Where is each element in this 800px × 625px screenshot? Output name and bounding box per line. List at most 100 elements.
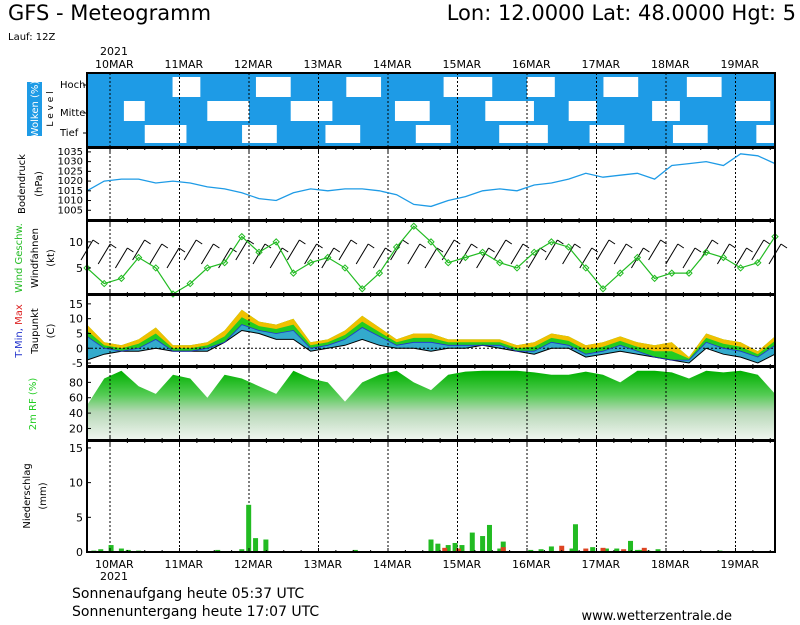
wind-speed-point: [564, 243, 573, 251]
precip-bar: [628, 540, 634, 552]
wind-speed-point: [461, 253, 470, 262]
precip-bar: [459, 545, 465, 552]
cloud-level-label: Tief: [59, 128, 79, 139]
precip-bar: [614, 548, 620, 552]
website-link[interactable]: www.wetterzentrale.de: [581, 609, 732, 624]
wind-speed-point: [444, 259, 452, 267]
sunrise-text: Sonnenaufgang heute 05:37 UTC: [72, 586, 305, 602]
temperature-low-area: [87, 324, 775, 363]
wind-barb: [527, 247, 541, 269]
wind-barb: [763, 239, 771, 245]
precip-panel: [86, 440, 776, 553]
pressure-tick-label: 1015: [58, 186, 83, 197]
precip-tick-label: 10: [69, 477, 83, 490]
wind-barb: [200, 243, 214, 265]
wind-speed-point: [513, 264, 521, 272]
precip-bar: [634, 549, 640, 552]
pressure-axis-label: Bodendruck: [17, 154, 28, 214]
wind-barb: [780, 243, 788, 249]
wind-speed-point: [754, 259, 762, 267]
cloud-clear-cell: [346, 77, 382, 97]
wind-barb: [304, 243, 318, 265]
precip-bar: [428, 539, 434, 552]
wind-barb: [402, 239, 409, 245]
pressure-tick-label: 1030: [58, 157, 83, 168]
wind-tick-label: 5: [76, 262, 83, 275]
wind-barb: [613, 243, 627, 265]
cloud-clear-cell: [255, 77, 291, 97]
wind-barb: [114, 247, 128, 269]
precip-bar: [641, 547, 647, 552]
precip-tick-label: 0: [76, 546, 83, 559]
windfahnen-axis-label: Windfahnen: [30, 228, 41, 288]
cloud-clear-cell: [172, 77, 201, 97]
date-label-top: 14MAR: [373, 58, 412, 71]
wind-speed-point: [255, 248, 263, 256]
date-label-bottom: 12MAR: [234, 558, 273, 571]
wind-barb: [132, 239, 146, 261]
cloud-clear-cell: [415, 125, 451, 143]
date-label-top: 15MAR: [443, 58, 482, 71]
precip-bar: [559, 545, 565, 552]
precip-bar: [215, 549, 221, 552]
humidity-axis-label: 2m RF (%): [28, 378, 39, 431]
wind-barb: [269, 247, 283, 269]
wind-barb: [734, 247, 748, 269]
cloud-clear-cell: [589, 125, 625, 143]
date-label-top: 13MAR: [304, 58, 343, 71]
date-label-top: 11MAR: [165, 58, 204, 71]
cloud-clear-cell: [527, 77, 555, 97]
wind-barb: [596, 239, 610, 261]
precip-bar: [108, 545, 114, 552]
precip-tick-label: 15: [69, 442, 83, 455]
wind-barb: [625, 243, 633, 249]
wind-barb: [235, 239, 249, 261]
wind-speed-point: [203, 264, 212, 272]
precip-bar: [456, 548, 462, 552]
wind-barb: [144, 239, 151, 245]
cloud-clear-cell: [123, 101, 145, 121]
wind-speed-point: [324, 253, 332, 262]
wind-speed-point: [478, 248, 487, 256]
sunset-text: Sonnenuntergang heute 17:07 UTC: [72, 604, 320, 620]
precip-bar: [500, 541, 506, 552]
pressure-panel: [86, 147, 776, 221]
wind-speed-line: [86, 225, 776, 295]
cloud-clear-cell: [144, 125, 187, 143]
wind-barb: [694, 247, 702, 253]
date-label-bottom: 18MAR: [651, 558, 690, 571]
cloud-clear-cell: [568, 101, 597, 121]
date-label-bottom: 10MAR: [95, 558, 134, 571]
wind-speed-point: [186, 279, 194, 288]
pressure-tick-label: 1025: [58, 166, 83, 177]
cloud-clear-cell: [290, 101, 333, 121]
wind-barb: [333, 247, 341, 253]
precip-bar: [638, 549, 644, 552]
taupunkt-axis-label: Taupunkt: [30, 308, 41, 355]
wind-barb: [299, 239, 306, 245]
model-run: Lauf: 12Z: [8, 32, 56, 43]
wind-speed-point: [392, 243, 401, 251]
precip-tick-label: 5: [76, 511, 83, 524]
wind-speed-point: [719, 253, 728, 262]
temperature-tick-label: 10: [69, 313, 83, 326]
wind-barb: [751, 239, 765, 261]
date-label-bottom: 13MAR: [304, 558, 343, 571]
wind-barb: [419, 243, 427, 249]
wind-speed-point: [427, 238, 435, 246]
cloud-clear-cell: [603, 77, 639, 97]
humidity-tick-label: 60: [69, 392, 83, 405]
temperature-tick-label: -5: [72, 357, 83, 370]
precip-unit-label: (mm): [38, 482, 49, 509]
wind-barb: [166, 247, 180, 269]
wind-speed-point: [496, 259, 504, 267]
date-label-top: 18MAR: [651, 58, 690, 71]
cloud-clear-cell: [325, 125, 361, 143]
cloud-clear-cell: [756, 125, 792, 143]
precip-bar: [486, 524, 492, 552]
cloud-clear-cell: [499, 125, 548, 143]
wind-barb: [436, 247, 444, 253]
precip-bar: [500, 547, 506, 552]
cloud-clear-cell: [735, 101, 771, 121]
